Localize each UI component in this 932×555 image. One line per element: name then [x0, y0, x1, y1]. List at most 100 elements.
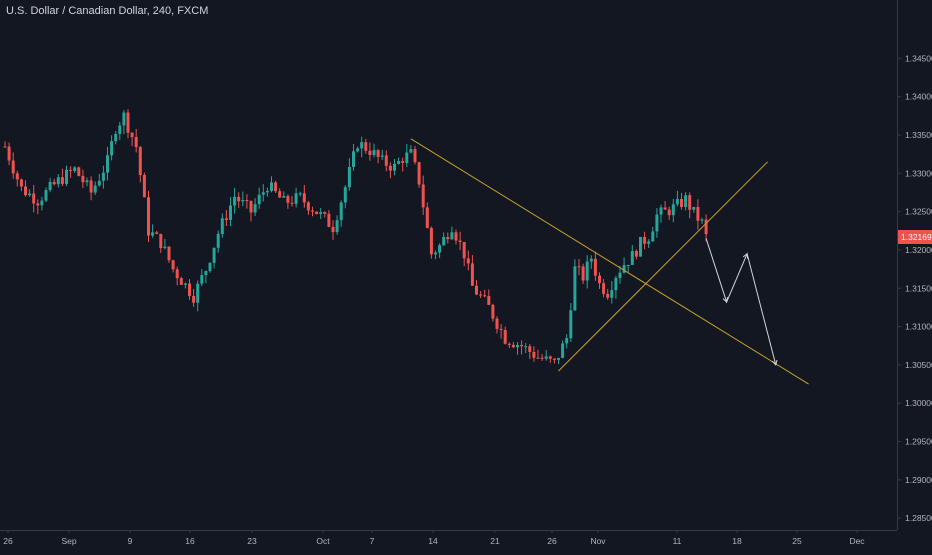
candle-body	[573, 266, 577, 311]
candle-body	[503, 329, 507, 344]
candle-body	[89, 180, 93, 193]
candle-body	[106, 155, 109, 173]
candle-body	[216, 233, 220, 248]
candle-body	[516, 345, 519, 348]
candle-body	[659, 207, 663, 215]
candle-body	[520, 345, 524, 347]
time-tick-label: 7	[370, 536, 375, 546]
candle-body	[372, 150, 376, 156]
candle-body	[450, 232, 454, 240]
candle-body	[532, 351, 536, 358]
candle-body	[585, 261, 589, 281]
candle-body	[286, 196, 290, 203]
price-tick-label: 1.30500	[905, 360, 932, 370]
candle-body	[360, 142, 364, 149]
candle-body	[237, 196, 241, 202]
candle-body	[302, 193, 306, 203]
candle-body	[511, 344, 515, 348]
candle-body	[380, 155, 384, 157]
candle-body	[458, 240, 462, 242]
candle-body	[639, 236, 642, 257]
candle-body	[233, 196, 237, 206]
price-tick-label: 1.28500	[905, 513, 932, 523]
candle-body	[24, 186, 27, 196]
candle-body	[663, 207, 667, 210]
candle-body	[77, 167, 81, 176]
candle-body	[69, 169, 73, 171]
candle-body	[15, 173, 19, 180]
candle-body	[696, 206, 700, 221]
trendline-ascending[interactable]	[558, 161, 768, 372]
price-tick-label: 1.29500	[905, 437, 932, 447]
candle-body	[413, 149, 417, 163]
candle-body	[278, 191, 282, 198]
candle-body	[589, 258, 593, 262]
candle-body	[368, 150, 372, 156]
candle-body	[409, 149, 413, 153]
time-tick-label: 26	[3, 536, 13, 546]
candle-body	[241, 199, 245, 202]
time-tick-label: 25	[792, 536, 802, 546]
candle-body	[323, 212, 327, 214]
candle-body	[327, 213, 331, 227]
candle-body	[647, 241, 651, 244]
time-tick-label: 26	[547, 536, 557, 546]
candle-body	[684, 195, 688, 207]
candle-body	[142, 175, 146, 198]
candle-body	[364, 142, 368, 151]
candle-body	[352, 151, 355, 167]
price-tick-label: 1.33000	[905, 168, 932, 178]
candle-body	[85, 180, 89, 183]
candles	[3, 109, 708, 364]
candle-body	[253, 204, 257, 213]
candle-body	[622, 265, 626, 273]
time-tick-label: 14	[428, 536, 438, 546]
candle-body	[491, 304, 495, 319]
candle-body	[93, 185, 97, 193]
candle-body	[606, 293, 610, 298]
projection-path[interactable]	[705, 238, 777, 366]
candle-body	[335, 220, 339, 233]
candle-body	[224, 218, 228, 220]
candle-body	[630, 250, 634, 265]
candle-body	[692, 206, 696, 210]
candle-body	[3, 146, 7, 148]
candle-body	[151, 232, 155, 236]
candle-body	[315, 211, 319, 214]
candle-body	[602, 283, 606, 294]
candle-body	[52, 181, 56, 185]
trendline-descending[interactable]	[410, 138, 809, 385]
candle-body	[7, 146, 11, 161]
candle-body	[282, 196, 286, 198]
candle-body	[343, 187, 347, 203]
candle-body	[229, 205, 232, 220]
candle-body	[204, 271, 208, 276]
candle-body	[548, 356, 552, 359]
candle-body	[311, 210, 314, 212]
current-price-label: 1.32169	[901, 232, 932, 242]
candle-body	[614, 277, 618, 291]
candle-body	[28, 193, 32, 196]
candle-body	[19, 179, 23, 187]
candle-body	[171, 260, 175, 270]
candle-body	[110, 141, 114, 156]
candle-body	[397, 161, 401, 164]
candle-body	[331, 226, 335, 233]
candle-body	[147, 197, 150, 236]
price-tick-label: 1.34000	[905, 92, 932, 102]
candle-body	[298, 193, 302, 195]
candle-body	[97, 180, 101, 186]
candle-body	[405, 152, 409, 163]
candle-body	[565, 338, 569, 344]
candle-body	[675, 199, 679, 205]
candle-body	[192, 295, 196, 303]
time-tick-label: 23	[247, 536, 257, 546]
candle-body	[634, 250, 638, 257]
candle-body	[524, 346, 528, 348]
candle-body	[261, 192, 265, 195]
candle-body	[356, 148, 360, 152]
candle-body	[306, 202, 310, 211]
candle-body	[384, 155, 388, 166]
